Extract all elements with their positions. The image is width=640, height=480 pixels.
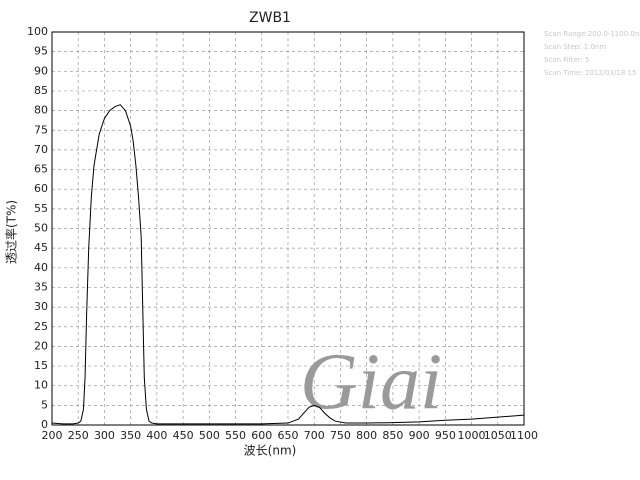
x-tick-label: 950 — [435, 429, 456, 442]
x-tick-label: 250 — [68, 429, 89, 442]
x-tick-label: 450 — [173, 429, 194, 442]
watermark: Giai — [300, 338, 442, 426]
y-tick-label: 50 — [34, 222, 48, 235]
scan-info: Scan Time: 2012/03/18 15 — [544, 69, 636, 77]
x-tick-label: 500 — [199, 429, 220, 442]
x-tick-label: 850 — [382, 429, 403, 442]
x-tick-label: 350 — [120, 429, 141, 442]
chart-title: ZWB1 — [249, 10, 291, 26]
y-tick-label: 100 — [27, 25, 48, 38]
y-tick-label: 20 — [34, 339, 48, 352]
y-tick-label: 15 — [34, 359, 48, 372]
data-line — [51, 104, 525, 425]
y-tick-label: 75 — [34, 123, 48, 136]
scan-info: Scan Filter: 5 — [544, 56, 590, 64]
y-tick-label: 80 — [34, 104, 48, 117]
y-tick-label: 40 — [34, 261, 48, 274]
x-tick-label: 600 — [251, 429, 272, 442]
scan-info: Scan Range:200.0-1100.0nm — [544, 30, 640, 38]
plot-frame — [51, 31, 525, 426]
y-tick-label: 35 — [34, 280, 48, 293]
x-tick-label: 300 — [94, 429, 115, 442]
y-tick-label: 95 — [34, 45, 48, 58]
y-tick-label: 55 — [34, 202, 48, 215]
x-tick-label: 1100 — [510, 429, 538, 442]
scan-info: Scan Step: 1.0nm — [544, 43, 606, 51]
y-tick-label: 90 — [34, 64, 48, 77]
y-tick-label: 5 — [41, 398, 48, 411]
y-tick-label: 30 — [34, 300, 48, 313]
y-tick-label: 25 — [34, 320, 48, 333]
x-tick-label: 400 — [146, 429, 167, 442]
y-tick-label: 65 — [34, 163, 48, 176]
x-tick-label: 200 — [42, 429, 63, 442]
y-tick-label: 10 — [34, 379, 48, 392]
x-tick-label: 650 — [278, 429, 299, 442]
y-tick-label: 0 — [41, 418, 48, 431]
x-tick-label: 1050 — [484, 429, 512, 442]
y-axis-label: 透过率(T%) — [4, 200, 19, 264]
y-tick-label: 70 — [34, 143, 48, 156]
x-tick-label: 800 — [356, 429, 377, 442]
y-tick-label: 60 — [34, 182, 48, 195]
x-tick-label: 1000 — [458, 429, 486, 442]
x-axis-label: 波长(nm) — [244, 444, 297, 458]
y-tick-label: 85 — [34, 84, 48, 97]
y-tick-label: 45 — [34, 241, 48, 254]
x-tick-label: 700 — [304, 429, 325, 442]
x-tick-label: 550 — [225, 429, 246, 442]
x-tick-label: 900 — [409, 429, 430, 442]
x-tick-label: 750 — [330, 429, 351, 442]
